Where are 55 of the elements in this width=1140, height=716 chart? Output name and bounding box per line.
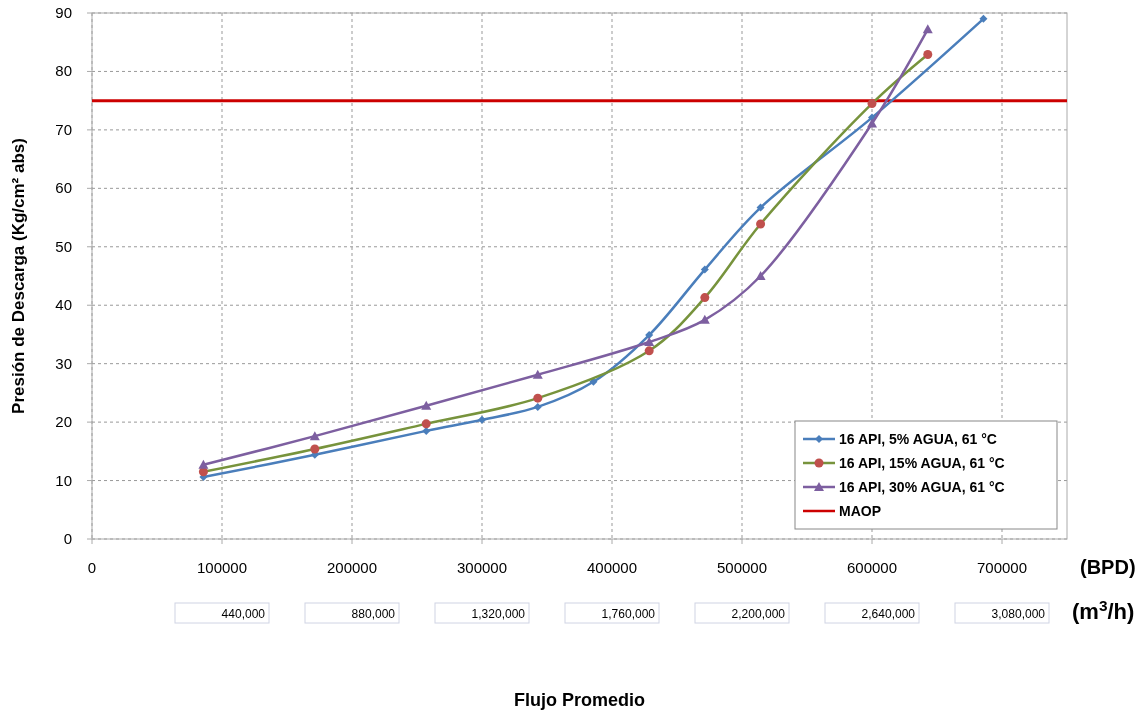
text: (m$^{3}$/h) (1072, 596, 1135, 624)
text: 880,000 (351, 607, 396, 621)
y-axis-title: Presión de Descarga (Kg/cm² abs) (9, 138, 28, 414)
point (533, 402, 542, 411)
text: 3,080,000 (991, 607, 1046, 621)
point (922, 24, 933, 34)
point (309, 431, 320, 441)
point (979, 14, 988, 23)
point (699, 314, 710, 324)
legend-label: MAOP (839, 503, 881, 519)
point (644, 337, 655, 347)
y-tick-label: 90 (55, 4, 72, 21)
point (755, 271, 766, 280)
x-tick-label: 200000 (326, 559, 378, 576)
text: 440,000 (221, 607, 266, 621)
point (644, 346, 654, 356)
point (478, 415, 486, 424)
point (923, 50, 933, 59)
text: 2,200,000 (731, 607, 786, 621)
point (310, 444, 320, 454)
point (756, 203, 765, 212)
point (700, 265, 709, 274)
x-tick-label: 0 (87, 559, 97, 576)
text: 1,320,000 (471, 607, 526, 621)
point (700, 293, 710, 303)
text: (BPD) (1080, 556, 1136, 578)
legend-label: 16 API, 15% AGUA, 61 °C (839, 455, 1005, 471)
y-tick-label: 80 (55, 62, 72, 80)
text: 2,640,000 (861, 607, 916, 621)
x-tick-label: 400000 (586, 559, 638, 576)
y-tick-label: 70 (55, 120, 72, 138)
text: Flujo Promedio (513, 690, 646, 710)
x-tick-label: 500000 (716, 559, 768, 576)
y-tick-label: 10 (55, 471, 72, 489)
y-tick-label: 40 (55, 296, 72, 314)
x-tick-label: 700000 (976, 559, 1028, 576)
x-tick-label: 600000 (846, 559, 898, 576)
legend-label: 16 API, 5% AGUA, 61 °C (839, 431, 997, 447)
point (198, 459, 209, 469)
point (421, 400, 432, 410)
legend-label: 16 API, 30% AGUA, 61 °C (839, 479, 1005, 495)
x-tick-label: 100000 (196, 559, 248, 576)
y-tick-label: 0 (63, 530, 72, 547)
point (533, 393, 543, 403)
y-tick-label: 60 (55, 179, 72, 197)
point (867, 99, 877, 109)
x-tick-label: 300000 (456, 559, 508, 576)
point (421, 419, 431, 429)
point (645, 331, 654, 340)
point (532, 369, 543, 379)
y-tick-label: 30 (55, 354, 72, 372)
text: 1,760,000 (601, 607, 656, 621)
y-tick-label: 50 (55, 237, 72, 255)
y-tick-label: 20 (55, 413, 72, 431)
point (756, 219, 766, 229)
